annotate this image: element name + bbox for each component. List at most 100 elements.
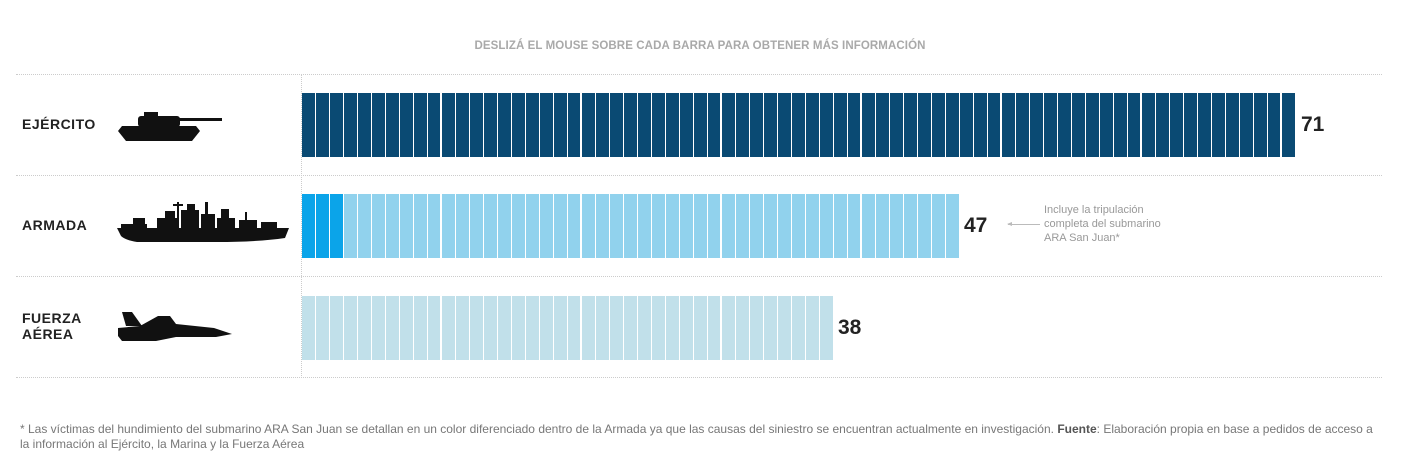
bar-unit[interactable]	[652, 93, 666, 157]
bar-unit[interactable]	[330, 296, 344, 360]
bar-unit[interactable]	[400, 194, 414, 258]
bar-armada[interactable]	[302, 194, 960, 258]
bar-unit[interactable]	[372, 296, 386, 360]
bar-unit[interactable]	[470, 93, 484, 157]
bar-unit[interactable]	[1156, 93, 1170, 157]
bar-unit[interactable]	[302, 93, 316, 157]
bar-unit[interactable]	[610, 296, 624, 360]
bar-unit[interactable]	[652, 194, 666, 258]
bar-unit[interactable]	[946, 93, 960, 157]
bar-unit[interactable]	[344, 194, 358, 258]
bar-unit[interactable]	[736, 296, 750, 360]
bar-unit[interactable]	[568, 194, 582, 258]
bar-unit[interactable]	[638, 93, 652, 157]
bar-unit[interactable]	[498, 194, 512, 258]
bar-unit[interactable]	[848, 194, 862, 258]
bar-unit[interactable]	[596, 296, 610, 360]
bar-unit[interactable]	[428, 93, 442, 157]
bar-unit[interactable]	[834, 93, 848, 157]
bar-unit[interactable]	[344, 93, 358, 157]
bar-unit[interactable]	[862, 93, 876, 157]
bar-unit[interactable]	[890, 194, 904, 258]
bar-unit[interactable]	[470, 296, 484, 360]
bar-unit[interactable]	[932, 194, 946, 258]
bar-unit[interactable]	[386, 194, 400, 258]
bar-unit[interactable]	[526, 296, 540, 360]
bar-unit[interactable]	[1044, 93, 1058, 157]
bar-unit[interactable]	[1184, 93, 1198, 157]
bar-unit[interactable]	[372, 93, 386, 157]
bar-unit[interactable]	[1016, 93, 1030, 157]
bar-unit[interactable]	[442, 93, 456, 157]
bar-unit[interactable]	[834, 194, 848, 258]
bar-unit[interactable]	[554, 296, 568, 360]
bar-unit[interactable]	[330, 194, 344, 258]
bar-unit[interactable]	[554, 194, 568, 258]
bar-unit[interactable]	[820, 194, 834, 258]
bar-unit[interactable]	[1058, 93, 1072, 157]
bar-unit[interactable]	[1254, 93, 1268, 157]
bar-unit[interactable]	[680, 93, 694, 157]
bar-unit[interactable]	[792, 296, 806, 360]
bar-unit[interactable]	[1114, 93, 1128, 157]
bar-unit[interactable]	[876, 194, 890, 258]
bar-unit[interactable]	[876, 93, 890, 157]
bar-unit[interactable]	[1072, 93, 1086, 157]
bar-unit[interactable]	[400, 93, 414, 157]
bar-unit[interactable]	[862, 194, 876, 258]
bar-unit[interactable]	[512, 194, 526, 258]
bar-unit[interactable]	[904, 93, 918, 157]
bar-unit[interactable]	[1170, 93, 1184, 157]
bar-unit[interactable]	[554, 93, 568, 157]
bar-unit[interactable]	[428, 296, 442, 360]
bar-unit[interactable]	[666, 194, 680, 258]
bar-unit[interactable]	[764, 296, 778, 360]
bar-unit[interactable]	[960, 93, 974, 157]
bar-unit[interactable]	[526, 93, 540, 157]
bar-unit[interactable]	[330, 93, 344, 157]
bar-unit[interactable]	[1142, 93, 1156, 157]
bar-unit[interactable]	[358, 296, 372, 360]
bar-unit[interactable]	[358, 93, 372, 157]
bar-unit[interactable]	[778, 194, 792, 258]
bar-unit[interactable]	[1212, 93, 1226, 157]
bar-unit[interactable]	[750, 93, 764, 157]
bar-unit[interactable]	[988, 93, 1002, 157]
bar-unit[interactable]	[750, 194, 764, 258]
bar-unit[interactable]	[1240, 93, 1254, 157]
bar-unit[interactable]	[596, 194, 610, 258]
bar-unit[interactable]	[610, 93, 624, 157]
bar-unit[interactable]	[694, 194, 708, 258]
bar-unit[interactable]	[624, 194, 638, 258]
bar-unit[interactable]	[442, 296, 456, 360]
bar-unit[interactable]	[806, 296, 820, 360]
bar-unit[interactable]	[1100, 93, 1114, 157]
bar-unit[interactable]	[484, 93, 498, 157]
bar-unit[interactable]	[736, 93, 750, 157]
bar-unit[interactable]	[540, 93, 554, 157]
bar-unit[interactable]	[974, 93, 988, 157]
bar-unit[interactable]	[456, 194, 470, 258]
bar-ejercito[interactable]	[302, 93, 1296, 157]
bar-unit[interactable]	[484, 296, 498, 360]
bar-unit[interactable]	[722, 93, 736, 157]
bar-unit[interactable]	[652, 296, 666, 360]
bar-unit[interactable]	[582, 194, 596, 258]
bar-unit[interactable]	[316, 93, 330, 157]
bar-unit[interactable]	[764, 194, 778, 258]
bar-unit[interactable]	[694, 93, 708, 157]
bar-unit[interactable]	[358, 194, 372, 258]
bar-unit[interactable]	[1282, 93, 1296, 157]
bar-unit[interactable]	[414, 194, 428, 258]
bar-unit[interactable]	[624, 93, 638, 157]
bar-unit[interactable]	[820, 93, 834, 157]
bar-unit[interactable]	[442, 194, 456, 258]
bar-unit[interactable]	[764, 93, 778, 157]
bar-unit[interactable]	[778, 296, 792, 360]
bar-unit[interactable]	[666, 296, 680, 360]
bar-unit[interactable]	[1198, 93, 1212, 157]
bar-unit[interactable]	[344, 296, 358, 360]
bar-unit[interactable]	[1226, 93, 1240, 157]
bar-unit[interactable]	[372, 194, 386, 258]
bar-unit[interactable]	[414, 93, 428, 157]
